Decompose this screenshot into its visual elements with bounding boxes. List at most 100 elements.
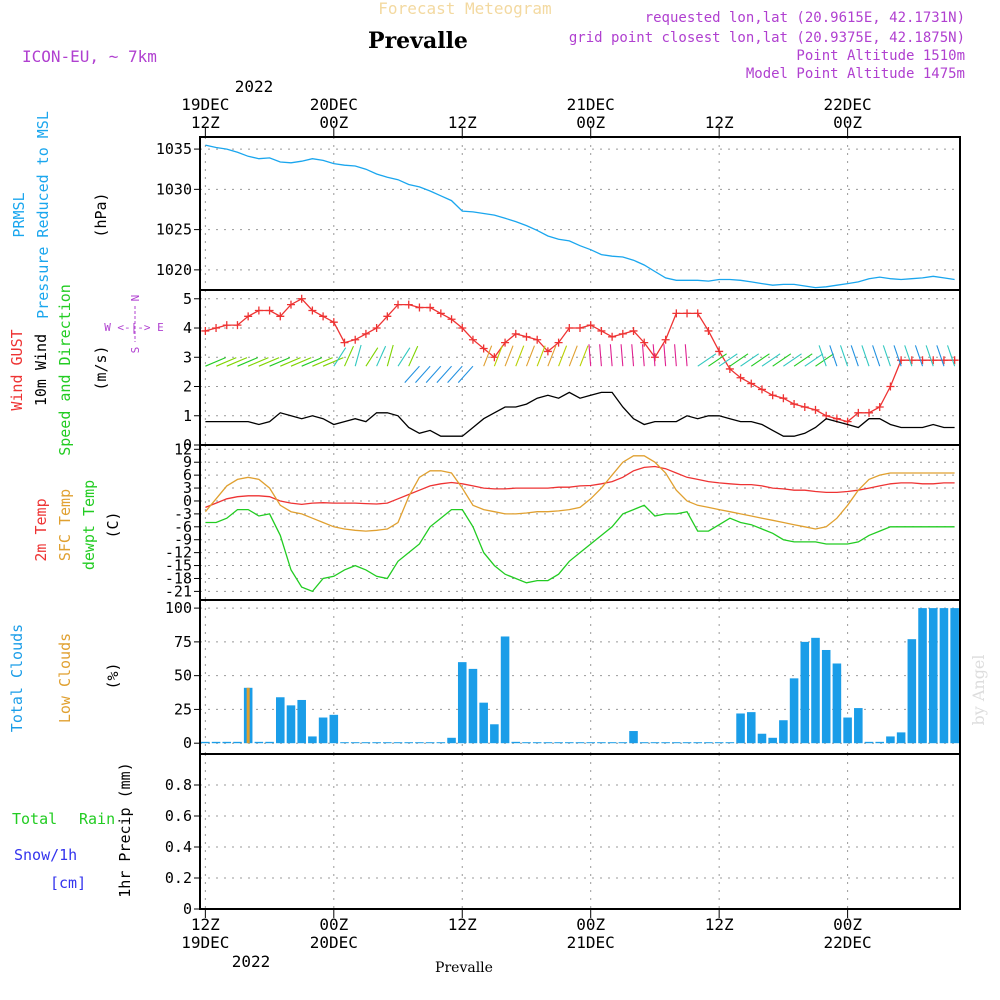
wind-direction-arrow bbox=[247, 357, 269, 367]
cloud-bar bbox=[297, 699, 306, 744]
gust-marker bbox=[351, 335, 360, 344]
time-hour-label-bottom: 12Z bbox=[705, 915, 734, 934]
cloud-bar bbox=[393, 742, 403, 744]
cloud-bar bbox=[618, 742, 628, 744]
cloud-bar bbox=[404, 742, 414, 744]
wind-direction-arrow bbox=[269, 357, 291, 367]
gust-marker bbox=[212, 324, 221, 333]
cloud-bar bbox=[500, 636, 510, 744]
footer-station: Prevalle bbox=[435, 960, 493, 976]
wind-direction-arrow bbox=[312, 357, 333, 367]
cloud-bar bbox=[821, 649, 831, 744]
gust-marker bbox=[897, 356, 906, 365]
time-date-label-top: 19DEC bbox=[181, 95, 229, 114]
cloud-bar bbox=[575, 742, 585, 744]
cloud-bar bbox=[340, 742, 349, 744]
header-model-altitude: Model Point Altitude 1475m bbox=[746, 66, 965, 82]
label-wind-gust: Wind GUST bbox=[8, 329, 26, 410]
series-line-wind-gust bbox=[205, 297, 955, 423]
gust-marker bbox=[629, 326, 638, 335]
gust-marker bbox=[340, 338, 349, 347]
y-tick-label: 0.8 bbox=[165, 776, 192, 794]
wind-direction-arrow bbox=[750, 353, 770, 367]
y-tick-label: 1030 bbox=[156, 180, 192, 198]
gust-marker bbox=[554, 338, 563, 347]
wind-direction-arrow bbox=[568, 345, 578, 367]
time-date-label-bottom: 21DEC bbox=[567, 933, 615, 952]
compass-we-label: W <-|-> E bbox=[104, 321, 164, 334]
cloud-bar bbox=[746, 712, 756, 744]
header-grid-point: grid point closest lon,lat (20.9375E, 42… bbox=[569, 30, 965, 46]
label-celsius: (C) bbox=[104, 511, 122, 538]
gust-marker bbox=[865, 408, 874, 417]
wind-direction-arrow bbox=[620, 344, 624, 367]
gust-marker bbox=[683, 309, 692, 318]
cloud-bar bbox=[222, 741, 232, 744]
wind-direction-arrow bbox=[947, 345, 956, 367]
y-tick-label: -9 bbox=[174, 531, 192, 549]
gust-marker bbox=[747, 379, 756, 388]
cloud-bar bbox=[479, 702, 488, 744]
y-tick-label: 0.4 bbox=[165, 838, 192, 856]
wind-direction-arrow bbox=[365, 347, 379, 367]
gust-marker bbox=[672, 309, 681, 318]
gust-marker bbox=[404, 300, 413, 309]
gust-marker bbox=[233, 321, 242, 330]
gust-marker bbox=[319, 312, 328, 321]
time-hour-label-top: 12Z bbox=[448, 113, 477, 132]
cloud-bar bbox=[276, 697, 285, 744]
gust-marker bbox=[736, 373, 745, 382]
wind-direction-arrow bbox=[408, 345, 419, 367]
cloud-bar bbox=[896, 732, 906, 744]
cloud-bar bbox=[629, 731, 638, 744]
gust-marker bbox=[618, 329, 627, 338]
y-tick-label: 0 bbox=[183, 492, 192, 510]
cloud-bar bbox=[425, 742, 435, 744]
cloud-bar bbox=[490, 724, 499, 744]
wind-direction-arrow bbox=[904, 345, 913, 367]
wind-direction-arrow bbox=[740, 353, 760, 367]
wind-direction-arrow bbox=[290, 357, 312, 367]
gust-marker bbox=[372, 324, 381, 333]
gust-marker bbox=[811, 405, 820, 414]
label-pct: (%) bbox=[104, 662, 122, 689]
gust-marker bbox=[929, 356, 938, 365]
wind-direction-arrow bbox=[674, 344, 677, 367]
cloud-bar bbox=[661, 742, 670, 744]
y-tick-label: -18 bbox=[165, 569, 192, 587]
y-tick-label: 75 bbox=[174, 633, 192, 651]
cloud-bar bbox=[832, 663, 842, 744]
cloud-bar bbox=[318, 717, 328, 744]
wind-direction-arrow bbox=[925, 345, 934, 367]
cloud-bar bbox=[779, 720, 788, 744]
label-dewpt: dewpt Temp bbox=[80, 480, 98, 570]
wind-direction-arrow bbox=[397, 347, 411, 367]
wind-direction-arrow bbox=[818, 345, 827, 367]
wind-direction-arrow bbox=[872, 345, 881, 367]
cloud-bar bbox=[907, 639, 917, 744]
label-cm: [cm] bbox=[50, 874, 86, 892]
cloud-bar bbox=[682, 742, 692, 744]
time-date-label-top: 22DEC bbox=[824, 95, 872, 114]
wind-direction-arrow bbox=[425, 365, 442, 383]
cloud-bar bbox=[650, 742, 660, 744]
cloud-bar bbox=[939, 608, 949, 744]
y-tick-label: 2 bbox=[183, 378, 192, 396]
label-total-clouds: Total Clouds bbox=[8, 624, 26, 732]
wind-direction-arrow bbox=[804, 353, 824, 367]
cloud-bar bbox=[372, 742, 381, 744]
y-tick-label: 5 bbox=[183, 290, 192, 308]
gust-marker bbox=[447, 315, 456, 324]
wind-direction-arrow bbox=[663, 344, 667, 367]
gust-marker bbox=[329, 318, 338, 327]
cloud-bar bbox=[597, 742, 606, 744]
cloud-bar bbox=[950, 608, 959, 744]
wind-direction-arrow bbox=[641, 344, 645, 367]
wind-direction-arrow bbox=[280, 357, 301, 367]
wind-direction-arrow bbox=[301, 357, 323, 367]
gust-marker bbox=[276, 312, 285, 321]
y-tick-label: 3 bbox=[183, 348, 192, 366]
label-low-clouds: Low Clouds bbox=[56, 633, 74, 723]
cloud-bar bbox=[789, 678, 799, 744]
y-tick-label: 1025 bbox=[156, 221, 192, 239]
